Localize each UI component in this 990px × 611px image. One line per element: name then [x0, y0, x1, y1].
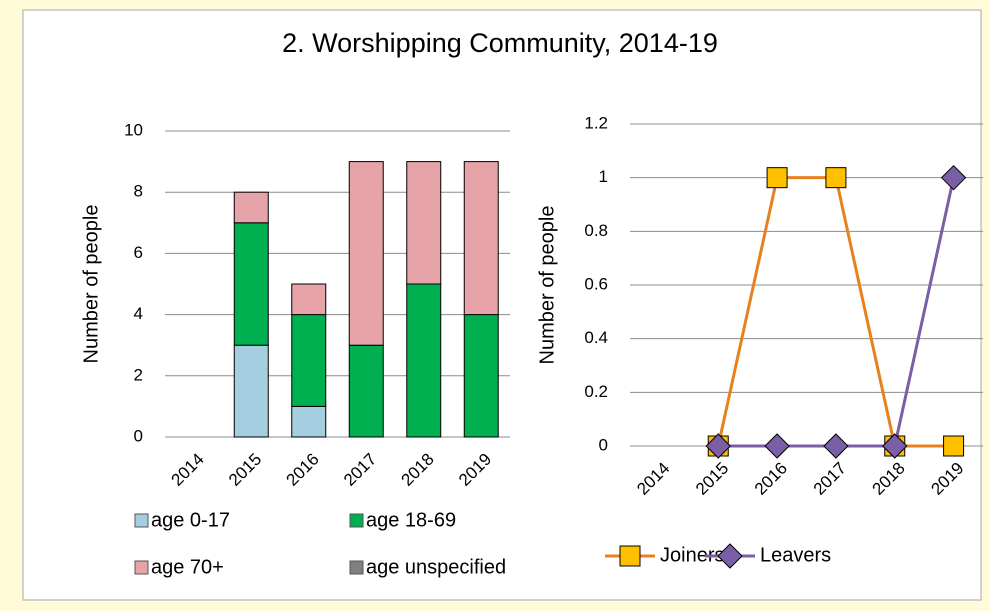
bar-segment: [233, 222, 269, 346]
point: [823, 433, 849, 459]
legend-swatch: [349, 513, 364, 528]
legend-label: Leavers: [760, 544, 831, 566]
legend-label: age unspecified: [366, 556, 506, 578]
chart-title: 2. Worshipping Community, 2014-19: [282, 28, 718, 58]
bar-segment: [291, 314, 327, 407]
y-tick-label: 6: [134, 243, 143, 262]
bar-segment: [291, 283, 327, 316]
bar-segment: [406, 161, 442, 285]
point: [705, 433, 731, 459]
legend-marker: [619, 545, 641, 567]
y-tick-label: 0: [599, 435, 608, 454]
legend-marker: [717, 543, 743, 569]
y-tick-label: 0.2: [584, 382, 608, 401]
y-tick-label: 0.8: [584, 221, 608, 240]
legend-swatch: [134, 513, 149, 528]
y-tick-label: 1.2: [584, 113, 608, 132]
legend-label: age 0-17: [151, 509, 230, 531]
bar-segment: [463, 314, 499, 438]
legend-swatch: [134, 560, 149, 575]
legend-label: age 70+: [151, 556, 224, 578]
y-axis-label: Number of people: [80, 205, 102, 364]
point: [825, 167, 847, 189]
bar-segment: [348, 161, 384, 346]
y-tick-label: 0.6: [584, 274, 608, 293]
point: [764, 433, 790, 459]
y-tick-label: 10: [124, 120, 143, 139]
y-tick-label: 0: [134, 426, 143, 445]
bar-segment: [233, 344, 269, 438]
y-axis-label: Number of people: [536, 206, 558, 365]
point: [943, 435, 965, 457]
bar-segment: [463, 161, 499, 316]
y-tick-label: 8: [134, 182, 143, 201]
y-tick-label: 2: [134, 365, 143, 384]
legend-label: age 18-69: [366, 509, 456, 531]
point: [882, 433, 908, 459]
y-tick-label: 0.4: [584, 328, 608, 347]
y-tick-label: 4: [134, 304, 143, 323]
legend-swatch: [349, 560, 364, 575]
chart-area: [22, 9, 982, 601]
bar-segment: [291, 405, 327, 438]
bar-segment: [233, 191, 269, 224]
legend-label: Joiners: [660, 544, 724, 566]
point: [940, 164, 967, 191]
bar-segment: [348, 344, 384, 438]
y-tick-label: 1: [599, 167, 608, 186]
bar-segment: [406, 283, 442, 438]
point: [766, 167, 788, 189]
